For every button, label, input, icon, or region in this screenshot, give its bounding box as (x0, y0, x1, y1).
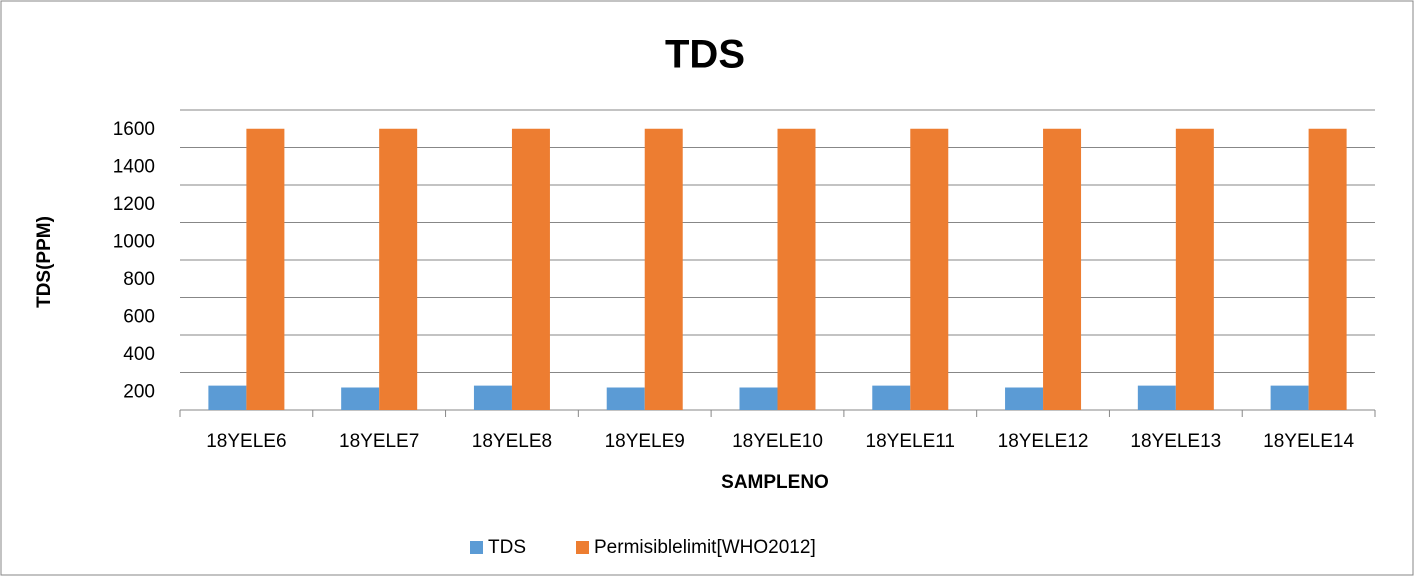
chart-title: TDS (665, 33, 745, 77)
bar (1308, 128, 1347, 410)
y-tick-label: 1200 (113, 194, 155, 215)
y-axis-label: TDS(PPM) (34, 216, 55, 308)
bar (379, 128, 418, 410)
bar (1043, 128, 1082, 410)
x-tick-label: 18YELE10 (732, 431, 823, 452)
x-tick-label: 18YELE8 (472, 431, 552, 452)
bar (1005, 387, 1044, 410)
bar (739, 387, 778, 410)
x-tick-label: 18YELE6 (206, 431, 286, 452)
x-axis-label: SAMPLENO (721, 472, 829, 493)
bar (872, 385, 911, 410)
bar (1137, 385, 1176, 410)
bar (777, 128, 816, 410)
y-tick-label: 800 (123, 269, 155, 290)
bar (644, 128, 683, 410)
y-tick-label: 1400 (113, 157, 155, 178)
bar (910, 128, 949, 410)
x-tick-label: 18YELE13 (1130, 431, 1221, 452)
bar (1175, 128, 1214, 410)
bar (606, 387, 645, 410)
x-tick-label: 18YELE12 (998, 431, 1089, 452)
y-tick-label: 200 (123, 382, 155, 403)
x-tick-label: 18YELE11 (866, 431, 955, 452)
bar (341, 387, 380, 410)
bar (208, 385, 247, 410)
bar (246, 128, 285, 410)
x-tick-label: 18YELE7 (339, 431, 419, 452)
y-tick-label: 400 (123, 344, 155, 365)
legend-label: TDS (488, 537, 526, 558)
bar (511, 128, 550, 410)
bar (1270, 385, 1309, 410)
y-tick-label: 1600 (113, 119, 155, 140)
x-tick-label: 18YELE14 (1263, 431, 1354, 452)
legend-label: Permisiblelimit[WHO2012] (594, 537, 816, 558)
y-tick-label: 1000 (113, 232, 155, 253)
bar (473, 385, 512, 410)
x-tick-label: 18YELE9 (605, 431, 685, 452)
legend-swatch (576, 541, 589, 554)
y-tick-label: 600 (123, 307, 155, 328)
legend-swatch (470, 541, 483, 554)
